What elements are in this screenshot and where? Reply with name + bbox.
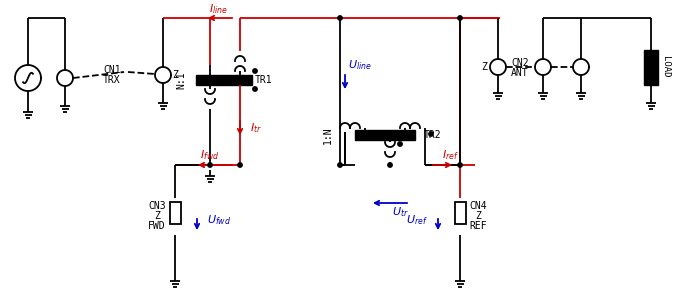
Text: $I_{ref}$: $I_{ref}$ [441,148,458,162]
Circle shape [253,87,257,91]
Bar [196,75,252,85]
Text: Z: Z [154,211,160,221]
Text: CN3: CN3 [148,201,166,211]
Text: $I_{line}$: $I_{line}$ [209,2,228,16]
Circle shape [458,16,462,20]
Text: TR1: TR1 [255,75,273,85]
Text: ANT: ANT [511,68,529,78]
Text: 1:N: 1:N [323,126,333,144]
Text: N:1: N:1 [176,71,186,89]
Text: TR2: TR2 [424,130,442,140]
Text: Z: Z [475,211,481,221]
Text: $U_{ref}$: $U_{ref}$ [406,213,428,227]
Circle shape [253,69,257,73]
Text: CN4: CN4 [469,201,487,211]
Text: REF: REF [469,221,487,231]
Text: $I_{fwd}$: $I_{fwd}$ [201,148,220,162]
Text: CN1: CN1 [103,65,121,75]
Text: FWD: FWD [148,221,166,231]
Circle shape [388,163,392,167]
Text: $U_{tr}$: $U_{tr}$ [392,205,409,219]
Text: $U_{line}$: $U_{line}$ [348,58,372,72]
Circle shape [338,16,342,20]
Text: $I_{tr}$: $I_{tr}$ [250,121,262,135]
Circle shape [338,163,342,167]
Circle shape [208,163,212,167]
Text: LOAD: LOAD [661,56,670,78]
Bar [169,202,180,224]
Circle shape [398,142,402,146]
Text: $U_{fwd}$: $U_{fwd}$ [207,213,231,227]
Circle shape [238,163,242,167]
Text: Z: Z [481,62,487,72]
Circle shape [458,163,462,167]
Circle shape [429,132,433,136]
Text: CN2: CN2 [511,58,529,68]
Text: Z: Z [172,70,178,80]
Bar [355,130,415,140]
Bar [644,50,658,85]
Text: TRX: TRX [103,75,121,85]
Bar [454,202,466,224]
